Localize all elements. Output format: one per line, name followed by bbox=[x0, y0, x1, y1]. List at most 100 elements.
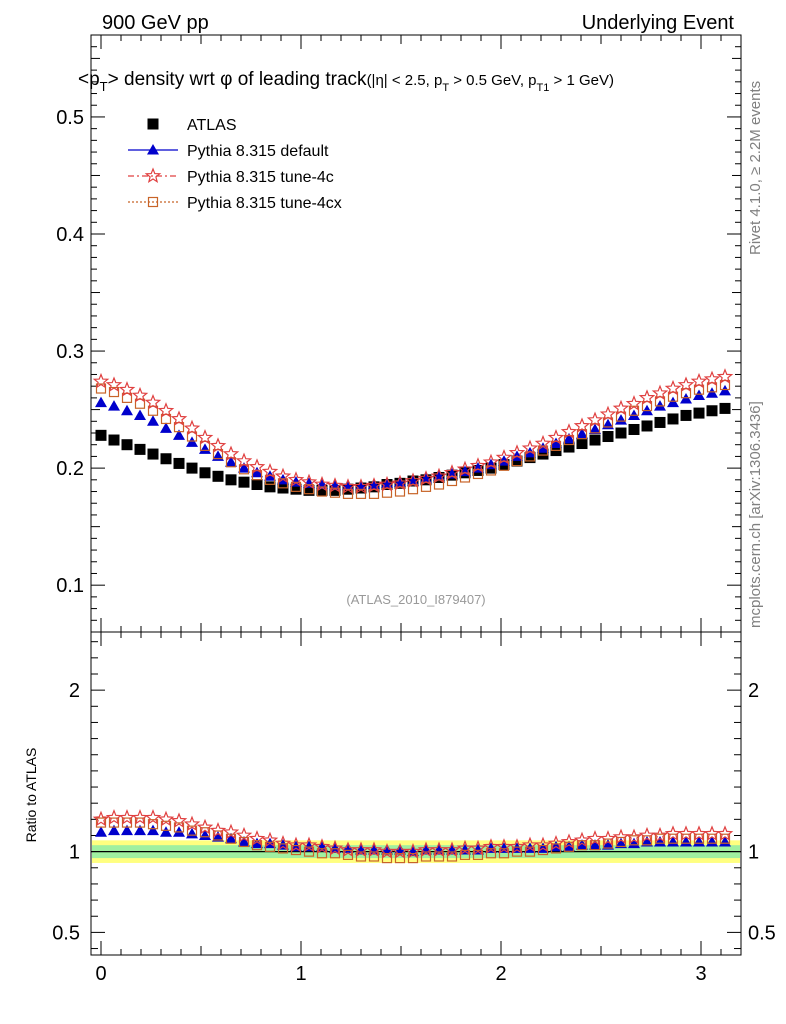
main-point-0-32 bbox=[511, 455, 523, 467]
ratio-point-2-37 bbox=[573, 831, 591, 848]
main-point-2-2 bbox=[118, 381, 136, 397]
main-point-0-13 bbox=[264, 481, 276, 493]
main-ytick-label: 0.2 bbox=[56, 458, 84, 480]
main-point-1-37 bbox=[576, 428, 588, 439]
main-point-2-28 bbox=[456, 460, 474, 477]
main-point-0-42 bbox=[641, 420, 653, 432]
legend: ATLAS Pythia 8.315 default Pythia 8.315 tu… bbox=[128, 117, 342, 212]
legend-entry-3: Pythia 8.315 tune-4cx bbox=[128, 195, 342, 212]
ratio-point-3-41 bbox=[628, 835, 640, 846]
main-point-0-48 bbox=[719, 402, 731, 414]
main-point-1-7 bbox=[186, 436, 198, 447]
ratio-point-2-5 bbox=[157, 810, 175, 827]
main-point-1-47 bbox=[706, 387, 718, 398]
ratio-point-1-40 bbox=[615, 837, 627, 849]
legend-entry-0: ATLAS bbox=[147, 117, 237, 134]
legend-label: Pythia 8.315 tune-4c bbox=[187, 169, 334, 186]
ratio-point-2-26 bbox=[430, 841, 448, 858]
ratio-point-2-38 bbox=[586, 830, 604, 846]
header-left: 900 GeV pp bbox=[102, 12, 209, 34]
ratio-point-2-40 bbox=[612, 828, 630, 845]
axis-ticks: 0 1 2 3 0.1 0.2 0.3 0.4 0.5 0.5 0.5 1 1 2 2 bbox=[52, 35, 776, 985]
ratio-point-2-8 bbox=[196, 818, 214, 835]
main-point-0-0 bbox=[95, 429, 107, 441]
ratio-point-1-4 bbox=[147, 824, 159, 836]
main-point-1-12 bbox=[251, 466, 263, 478]
main-point-0-8 bbox=[199, 467, 211, 479]
ratio-point-1-47 bbox=[706, 835, 718, 847]
main-point-2-33 bbox=[521, 439, 539, 456]
main-point-1-15 bbox=[290, 476, 302, 487]
main-point-0-44 bbox=[667, 413, 679, 425]
main-point-0-45 bbox=[680, 409, 692, 421]
main-ytick-label: 0.5 bbox=[56, 107, 84, 129]
main-point-2-40 bbox=[612, 399, 630, 416]
main-point-0-5 bbox=[160, 453, 172, 465]
ratio-point-1-1 bbox=[108, 824, 120, 836]
main-point-1-36 bbox=[563, 432, 575, 444]
main-point-3-23 bbox=[394, 486, 406, 497]
main-point-1-6 bbox=[173, 429, 185, 440]
main-point-2-41 bbox=[625, 395, 643, 411]
title-part1-sub: T bbox=[100, 79, 108, 94]
main-point-2-29 bbox=[469, 457, 487, 473]
main-point-2-26 bbox=[430, 467, 448, 484]
main-point-2-25 bbox=[417, 470, 435, 486]
ratio-point-2-46 bbox=[690, 825, 708, 841]
main-point-2-35 bbox=[547, 429, 565, 445]
main-point-2-15 bbox=[287, 471, 305, 487]
ratio-point-2-25 bbox=[417, 841, 435, 858]
main-point-2-23 bbox=[391, 474, 409, 491]
ratio-point-2-42 bbox=[638, 826, 656, 843]
ratio-point-2-28 bbox=[456, 839, 474, 856]
main-point-2-11 bbox=[235, 452, 253, 469]
main-point-3-13 bbox=[264, 474, 276, 485]
main-point-3-3 bbox=[134, 398, 146, 409]
ratio-point-2-6 bbox=[170, 812, 188, 828]
main-point-2-5 bbox=[157, 402, 175, 418]
ratio-ytick-label-left: 1 bbox=[69, 842, 80, 864]
ratio-ytick-label-right: 2 bbox=[748, 680, 759, 702]
main-point-1-0 bbox=[95, 396, 107, 408]
main-point-0-38 bbox=[589, 434, 601, 446]
ratio-point-1-5 bbox=[160, 826, 172, 837]
main-point-2-13 bbox=[261, 462, 279, 479]
main-point-0-11 bbox=[238, 476, 250, 488]
ratio-ytick-label-left: 2 bbox=[69, 680, 80, 702]
xtick-label: 2 bbox=[495, 963, 506, 985]
ratio-point-1-44 bbox=[667, 835, 679, 847]
main-point-0-3 bbox=[134, 443, 146, 455]
ratio-point-2-27 bbox=[443, 841, 461, 858]
ratio-point-1-10 bbox=[225, 832, 237, 844]
title-cuts3: > 1 GeV) bbox=[549, 72, 614, 89]
title-cuts-sub2: T1 bbox=[537, 82, 550, 94]
ratio-point-2-19 bbox=[339, 841, 357, 858]
main-point-1-8 bbox=[199, 443, 211, 454]
ratio-point-1-43 bbox=[654, 835, 666, 847]
main-point-0-4 bbox=[147, 448, 159, 460]
xtick-label: 3 bbox=[695, 963, 706, 985]
ratio-point-2-39 bbox=[599, 830, 617, 846]
main-point-0-9 bbox=[212, 470, 224, 482]
main-point-2-19 bbox=[339, 478, 357, 494]
main-point-0-2 bbox=[121, 439, 133, 451]
main-point-1-38 bbox=[589, 423, 601, 434]
ratio-point-2-30 bbox=[482, 838, 500, 854]
ratio-point-2-17 bbox=[313, 838, 331, 854]
main-point-2-0 bbox=[92, 372, 110, 389]
main-point-2-39 bbox=[599, 405, 617, 422]
legend-marker bbox=[147, 118, 159, 130]
main-point-0-15 bbox=[290, 483, 302, 495]
title-cuts2: > 0.5 GeV, p bbox=[449, 72, 536, 89]
ratio-point-1-46 bbox=[693, 835, 705, 847]
main-point-2-27 bbox=[443, 464, 461, 480]
main-ytick-label: 0.4 bbox=[56, 224, 84, 246]
main-point-2-43 bbox=[651, 384, 669, 401]
legend-label: Pythia 8.315 tune-4cx bbox=[187, 195, 342, 212]
main-point-1-45 bbox=[680, 393, 692, 404]
main-point-3-36 bbox=[563, 434, 575, 446]
ratio-point-2-7 bbox=[183, 815, 201, 832]
main-point-1-3 bbox=[134, 409, 146, 420]
ratio-point-1-7 bbox=[186, 827, 198, 839]
